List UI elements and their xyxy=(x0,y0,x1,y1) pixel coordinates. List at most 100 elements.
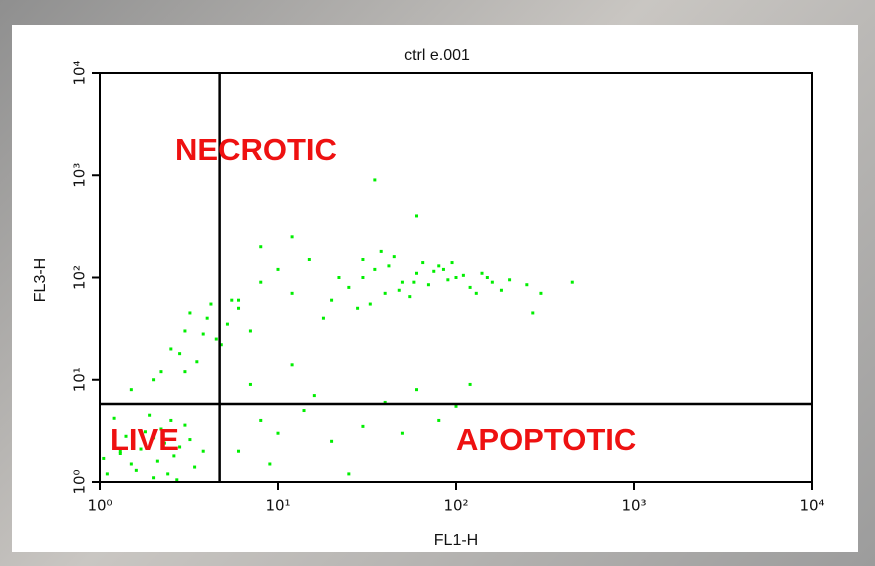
point xyxy=(152,476,156,480)
point xyxy=(159,427,163,431)
point xyxy=(155,459,159,463)
point xyxy=(531,311,535,315)
point xyxy=(201,449,205,453)
point xyxy=(183,370,187,374)
point xyxy=(259,245,263,249)
point xyxy=(152,436,156,440)
point xyxy=(337,276,341,279)
point xyxy=(183,423,187,427)
point xyxy=(169,418,173,422)
point xyxy=(183,329,187,333)
point xyxy=(437,264,441,268)
point xyxy=(347,472,351,476)
point xyxy=(446,278,450,282)
point xyxy=(330,439,334,443)
point xyxy=(450,261,454,265)
point xyxy=(539,291,543,295)
point xyxy=(426,283,430,287)
point xyxy=(437,418,441,422)
point xyxy=(361,424,365,428)
point xyxy=(159,370,163,374)
point xyxy=(219,343,223,347)
point xyxy=(188,438,192,442)
quadrant-label: APOPTOTIC xyxy=(456,422,636,457)
point xyxy=(368,302,372,306)
point xyxy=(276,267,280,271)
point xyxy=(421,261,425,265)
point xyxy=(387,264,391,268)
y-tick-label: 10⁴ xyxy=(71,60,89,85)
point xyxy=(268,462,272,466)
point xyxy=(225,322,229,326)
point xyxy=(379,249,383,253)
point xyxy=(383,400,387,404)
chart-title: ctrl e.001 xyxy=(404,47,470,64)
point xyxy=(290,363,294,367)
y-tick-label: 10⁰ xyxy=(71,469,89,494)
point xyxy=(480,271,484,275)
point xyxy=(205,316,209,320)
point xyxy=(468,285,472,289)
point xyxy=(118,449,122,453)
point xyxy=(237,449,241,453)
x-tick-label: 10² xyxy=(443,497,468,515)
point xyxy=(347,285,351,289)
point xyxy=(214,337,218,341)
point xyxy=(276,431,280,435)
point xyxy=(307,257,311,261)
point xyxy=(178,352,182,356)
point xyxy=(248,382,252,386)
point xyxy=(525,283,529,287)
point xyxy=(195,360,199,364)
y-axis-label: FL3-H xyxy=(32,258,49,302)
point xyxy=(474,291,478,295)
point xyxy=(102,456,106,460)
point xyxy=(166,472,170,476)
point xyxy=(188,311,192,315)
y-tick-label: 10² xyxy=(71,265,89,290)
point xyxy=(175,478,179,482)
x-tick-label: 10¹ xyxy=(265,497,290,515)
quadrant-label: LIVE xyxy=(110,422,179,457)
plot-panel xyxy=(12,25,858,552)
point xyxy=(441,267,445,271)
point xyxy=(248,329,252,333)
point xyxy=(134,468,138,472)
point xyxy=(361,276,365,279)
point xyxy=(201,332,205,336)
point xyxy=(129,462,133,466)
point xyxy=(209,302,213,306)
point xyxy=(461,273,465,277)
point xyxy=(397,288,401,292)
point xyxy=(230,298,234,302)
x-tick-label: 10⁴ xyxy=(799,497,824,515)
point xyxy=(193,465,197,469)
point xyxy=(356,306,360,310)
point xyxy=(259,418,263,422)
point xyxy=(400,280,404,284)
point xyxy=(400,431,404,435)
quadrant-label: NECROTIC xyxy=(175,132,337,167)
point xyxy=(415,271,419,275)
point xyxy=(454,276,458,279)
point xyxy=(485,276,489,279)
point xyxy=(312,394,316,398)
point xyxy=(259,280,263,284)
y-tick-label: 10¹ xyxy=(71,367,89,392)
point xyxy=(412,280,416,284)
y-tick-label: 10³ xyxy=(71,163,89,188)
point xyxy=(237,298,241,302)
point xyxy=(373,267,377,271)
point xyxy=(468,382,472,386)
point xyxy=(408,295,412,299)
point xyxy=(139,447,143,451)
point xyxy=(105,472,109,476)
point xyxy=(237,306,241,310)
point xyxy=(162,441,166,445)
point xyxy=(454,404,458,408)
point xyxy=(178,445,182,449)
x-axis-label: FL1-H xyxy=(434,532,478,549)
point xyxy=(172,454,176,458)
